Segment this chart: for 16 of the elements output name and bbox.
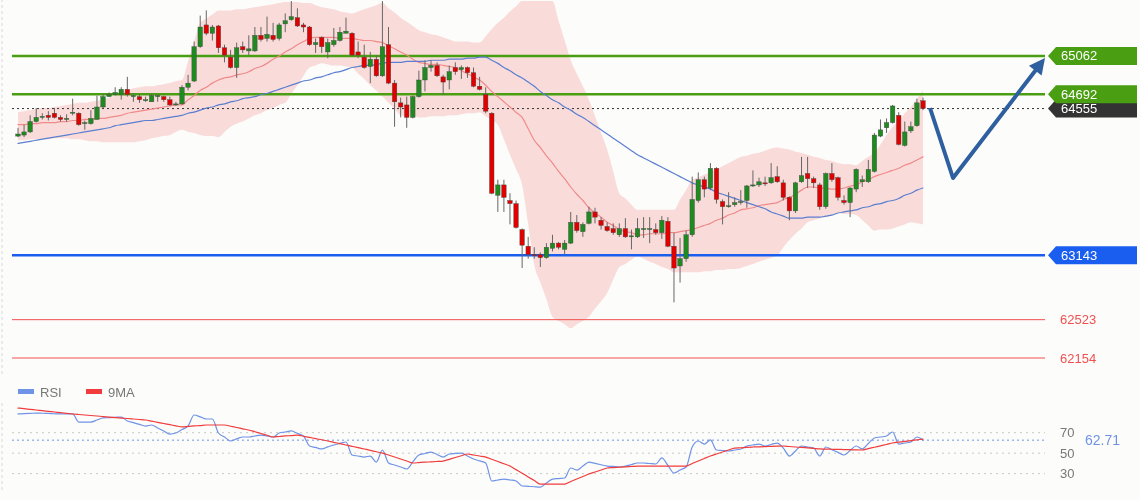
legend-label: RSI bbox=[40, 384, 62, 400]
candlestick bbox=[598, 216, 604, 231]
y-tick-label: 62154 bbox=[1060, 350, 1097, 366]
y-tick-label: 50 bbox=[1060, 445, 1075, 461]
y-tick-label: 62523 bbox=[1060, 312, 1097, 328]
y-tick-label: 65062 bbox=[1061, 48, 1098, 64]
y-tick-label: 64692 bbox=[1061, 86, 1098, 102]
y-tick-label: 30 bbox=[1060, 466, 1075, 482]
y-tick-label: 64555 bbox=[1061, 101, 1098, 117]
candlestick bbox=[483, 86, 489, 114]
candlestick bbox=[519, 228, 525, 269]
line-series bbox=[17, 56, 924, 219]
legend-label: 9MA bbox=[108, 384, 136, 400]
y-tick-label: 63143 bbox=[1061, 247, 1098, 263]
ref-line-label: 62.71 bbox=[1085, 432, 1121, 449]
y-tick-label: 70 bbox=[1060, 425, 1075, 441]
